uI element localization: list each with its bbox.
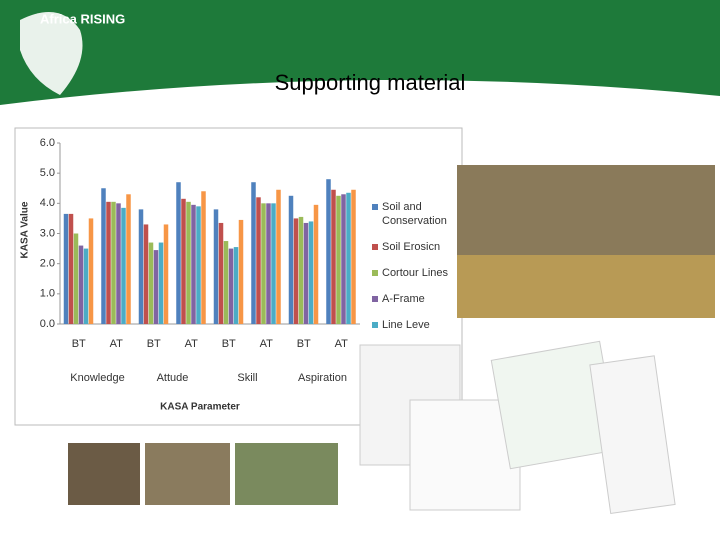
legend-entry: Cortour Lines [372,266,460,280]
bar [143,224,149,324]
bar [73,233,79,324]
bar [78,245,84,324]
legend-label: Cortour Lines [382,267,449,279]
y-axis-title: KASA Value [20,201,31,258]
legend-swatch [372,204,378,210]
bar [138,209,144,324]
bar [83,248,89,324]
photo [68,443,140,505]
photo-crop [457,255,715,318]
bar [346,192,351,324]
bar [233,247,239,324]
bar [288,195,294,324]
bar [126,194,131,324]
legend-label: Soil Erosicn [382,241,441,253]
x-tick-label: BT [222,338,236,350]
legend-entry: Soil and Conservation [372,200,460,228]
bar [228,248,234,324]
bar [256,197,261,324]
bar [148,242,154,324]
photo [235,443,338,505]
x-tick-label: AT [260,338,274,350]
legend-label: A-Frame [382,293,425,305]
bar [106,201,111,324]
bar [326,179,331,324]
bar [331,189,336,324]
bar [223,241,229,324]
bar [251,182,256,324]
logo-text: Africa RISING [40,11,125,26]
bar [308,221,314,324]
handout [589,355,676,515]
group-label: Skill [237,372,257,384]
bar [351,189,356,324]
y-tick-label: 1.0 [40,288,55,300]
x-tick-label: BT [72,338,86,350]
bar [201,191,206,324]
bar [261,203,266,324]
legend-swatch [372,296,378,302]
bar [163,224,169,324]
y-tick-label: 6.0 [40,137,55,149]
bar [293,218,299,324]
bar [181,198,186,324]
bar [213,209,219,324]
bar [336,195,341,324]
bar [111,201,116,324]
legend-swatch [372,244,378,250]
bar [276,189,281,324]
legend-swatch [372,322,378,328]
legend-entry: Line Leve [372,318,460,332]
legend-label: Soil and Conservation [382,201,447,227]
banner-curve [0,80,720,110]
slide-title: Supporting material [275,70,466,95]
bar [176,182,181,324]
x-tick-label: BT [297,338,311,350]
bar [186,201,191,324]
bar [341,194,346,324]
bar [266,203,271,324]
legend-label: Line Leve [382,319,430,331]
bar [121,207,126,324]
bar [158,242,164,324]
group-label: Aspiration [298,372,347,384]
bar [238,219,244,324]
legend-swatch [372,270,378,276]
bar [313,204,319,324]
bar [88,218,94,324]
legend-entry: Soil Erosicn [372,240,460,254]
bar [68,213,74,324]
bar [303,222,309,324]
bar [191,204,196,324]
x-tick-label: AT [185,338,199,350]
x-tick-label: AT [335,338,349,350]
x-axis-title: KASA Parameter [160,402,240,413]
bar [101,188,106,324]
group-label: Attude [157,372,189,384]
y-tick-label: 3.0 [40,227,55,239]
legend-entry: A-Frame [372,292,460,306]
legend: Soil and Conservation Soil Erosicn Cortour… [372,200,460,344]
y-tick-label: 5.0 [40,167,55,179]
bar [271,203,276,324]
bar [218,222,224,324]
bar [63,213,69,324]
y-tick-label: 2.0 [40,258,55,270]
logo-shape [20,12,83,95]
photo [145,443,230,505]
x-tick-label: BT [147,338,161,350]
x-tick-label: AT [110,338,124,350]
bar [116,203,121,324]
bar [298,216,304,324]
group-label: Knowledge [70,372,124,384]
y-tick-label: 4.0 [40,197,55,209]
y-tick-label: 0.0 [40,318,55,330]
bar [196,206,201,324]
bar [153,250,159,324]
